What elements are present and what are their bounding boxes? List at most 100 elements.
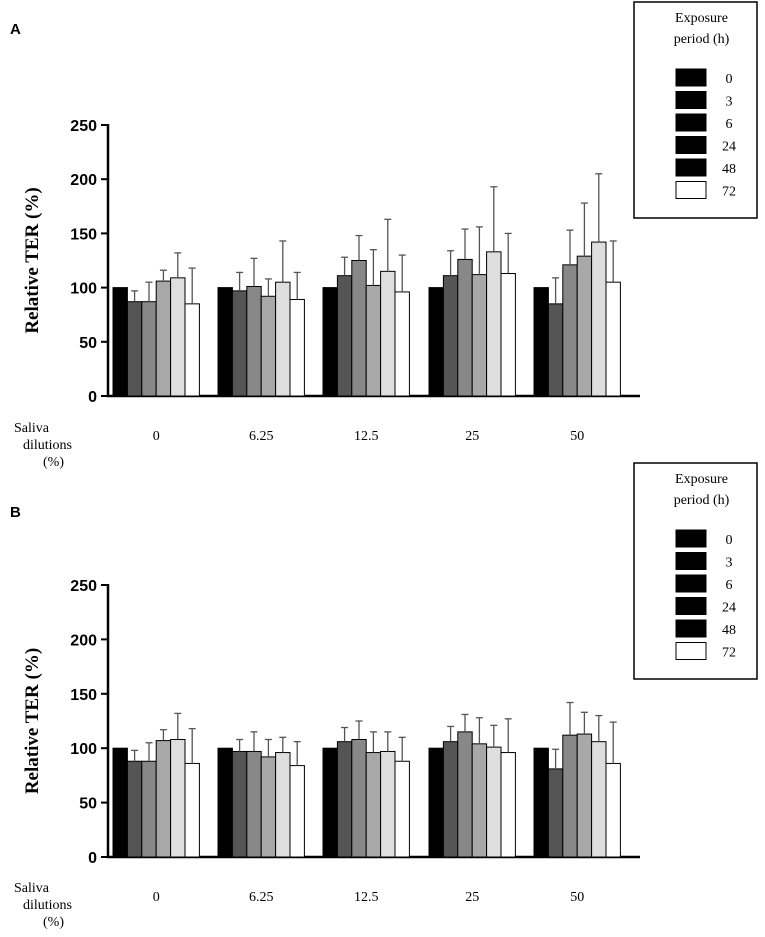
- x-category-label: 0: [153, 429, 160, 444]
- legend-title-line: Exposure: [675, 11, 728, 26]
- x-category-label: 25: [465, 890, 479, 905]
- bar-b-3h-50: [547, 768, 564, 858]
- legend-label: 72: [722, 646, 736, 661]
- bar-a-0h-50: [533, 287, 549, 397]
- bar-b-3h-0: [126, 760, 143, 858]
- bar-b-6h-12.5: [351, 738, 367, 858]
- legend: Exposure period (h) 0 3 6 24 48 72: [633, 1, 758, 219]
- bar-a-72h-12.5: [394, 291, 410, 397]
- legend-label: 0: [726, 533, 733, 548]
- y-tick-label: 200: [70, 172, 97, 189]
- bar-b-72h-50: [605, 762, 621, 858]
- legend-swatch: [675, 158, 707, 177]
- y-tick-label: 250: [70, 578, 97, 595]
- legend-label: 72: [722, 185, 736, 200]
- bar-b-3h-25: [442, 741, 459, 858]
- legend-swatch: [675, 181, 707, 199]
- y-axis-title: Relative TER (%): [22, 187, 43, 333]
- legend-swatch: [675, 597, 707, 615]
- x-category-label: 6.25: [249, 429, 274, 444]
- bar-b-48h-0: [170, 738, 186, 858]
- y-tick-label: 50: [79, 335, 97, 352]
- legend-swatch: [675, 136, 707, 154]
- legend-label: 3: [726, 95, 733, 110]
- x-category-label: 12.5: [354, 429, 379, 444]
- legend-label: 6: [726, 117, 733, 132]
- legend-label: 0: [726, 72, 733, 87]
- bar-b-48h-12.5: [380, 750, 396, 858]
- y-tick-label: 50: [79, 796, 97, 813]
- y-tick-label: 150: [70, 687, 97, 704]
- bar-a-72h-6.25: [289, 299, 305, 397]
- bar-a-48h-12.5: [380, 270, 396, 397]
- legend-swatch: [675, 574, 707, 593]
- legend-label: 3: [726, 556, 733, 571]
- legend-label: 6: [726, 578, 733, 593]
- legend-label: 48: [722, 162, 736, 177]
- x-axis-title-line: dilutions: [23, 438, 72, 453]
- bar-a-0h-0: [112, 287, 128, 397]
- bar-b-0h-0: [112, 747, 128, 858]
- y-tick-label: 250: [70, 118, 97, 135]
- bar-b-72h-25: [500, 752, 516, 858]
- legend-title-line: period (h): [674, 32, 730, 47]
- bar-b-0h-6.25: [217, 747, 233, 858]
- x-category-label: 12.5: [354, 890, 379, 905]
- bar-a-72h-50: [605, 281, 621, 397]
- bar-b-72h-12.5: [394, 760, 410, 858]
- y-tick-label: 0: [88, 389, 97, 406]
- legend-swatch: [675, 642, 707, 660]
- legend-swatch: [675, 68, 707, 87]
- x-axis-title-line: Saliva: [14, 881, 50, 896]
- bar-b-3h-12.5: [336, 741, 353, 858]
- legend-swatch: [675, 91, 707, 109]
- y-tick-label: 100: [70, 281, 97, 298]
- legend-swatch: [675, 619, 707, 638]
- x-category-label: 0: [153, 890, 160, 905]
- legend: Exposure period (h) 0 3 6 24 48 72: [633, 462, 758, 680]
- bar-b-24h-0: [155, 740, 172, 858]
- bar-b-24h-12.5: [365, 752, 382, 858]
- legend-box: [633, 462, 758, 680]
- bar-a-72h-0: [184, 303, 200, 397]
- bar-a-24h-0: [155, 280, 172, 397]
- legend-title-line: period (h): [674, 493, 730, 508]
- bar-b-48h-25: [486, 746, 502, 858]
- x-category-label: 50: [570, 890, 584, 905]
- bar-a-6h-50: [562, 264, 578, 397]
- bar-b-0h-12.5: [322, 747, 338, 858]
- legend-title-line: Exposure: [675, 472, 728, 487]
- bar-a-48h-0: [170, 277, 186, 397]
- x-category-label: 6.25: [249, 890, 274, 905]
- bar-a-3h-50: [547, 303, 564, 397]
- bar-b-48h-50: [591, 741, 607, 858]
- y-tick-label: 100: [70, 741, 97, 758]
- x-axis-title-line: dilutions: [23, 898, 72, 913]
- bar-a-48h-50: [591, 241, 607, 397]
- bar-a-6h-25: [457, 258, 473, 397]
- bar-a-6h-6.25: [246, 286, 262, 397]
- bar-b-48h-6.25: [275, 752, 291, 858]
- bar-a-6h-12.5: [351, 260, 367, 397]
- bar-b-6h-25: [457, 731, 473, 858]
- bar-b-6h-50: [562, 734, 578, 858]
- bar-b-24h-6.25: [260, 756, 277, 858]
- bar-b-72h-0: [184, 762, 200, 858]
- bar-b-6h-6.25: [246, 750, 262, 858]
- bar-a-24h-12.5: [365, 284, 382, 397]
- bar-b-24h-25: [471, 743, 488, 858]
- bar-a-3h-6.25: [231, 290, 248, 397]
- bar-a-0h-12.5: [322, 287, 338, 397]
- bar-a-72h-25: [500, 273, 516, 397]
- legend-swatch: [675, 529, 707, 548]
- bar-a-24h-50: [576, 255, 593, 397]
- bar-a-6h-0: [141, 301, 157, 397]
- bar-a-3h-25: [442, 275, 459, 397]
- bar-a-24h-6.25: [260, 295, 277, 397]
- legend-swatch: [675, 113, 707, 132]
- bar-a-0h-25: [428, 287, 444, 397]
- x-category-label: 50: [570, 429, 584, 444]
